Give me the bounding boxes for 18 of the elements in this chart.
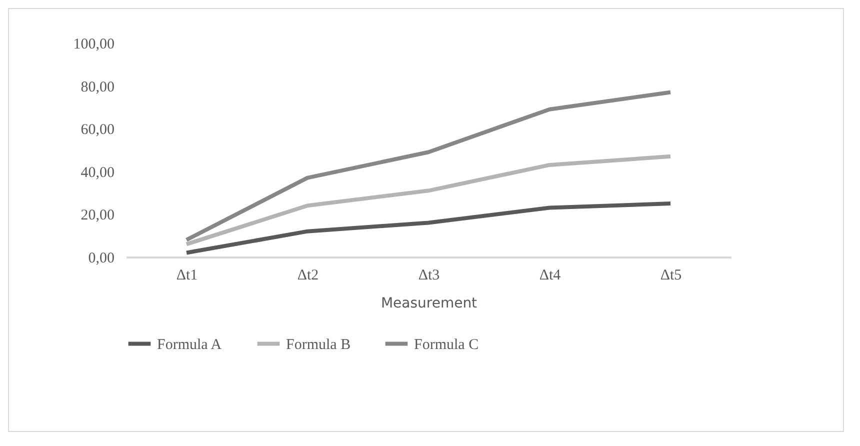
line-series <box>184 202 672 255</box>
legend-label: Formula A <box>157 336 222 353</box>
legend-label: Formula B <box>286 336 351 353</box>
x-tick-label: Δt5 <box>660 268 682 284</box>
y-tick-label: 100,00 <box>73 36 114 52</box>
line-series <box>184 90 672 242</box>
y-tick-label: 0,00 <box>88 250 114 266</box>
x-tick-label: Δt1 <box>176 268 198 284</box>
line-series <box>184 154 672 246</box>
y-tick-label: 60,00 <box>80 122 114 138</box>
x-axis-title: Measurement <box>380 296 478 312</box>
legend-label: Formula C <box>414 336 479 353</box>
x-tick-label: Δt4 <box>539 268 562 284</box>
y-tick-label: 20,00 <box>80 208 114 224</box>
x-tick-label: Δt2 <box>297 268 319 284</box>
y-tick-label: 40,00 <box>80 164 114 181</box>
y-tick-label: 80,00 <box>80 79 114 96</box>
x-tick-label: Δt3 <box>418 268 440 284</box>
